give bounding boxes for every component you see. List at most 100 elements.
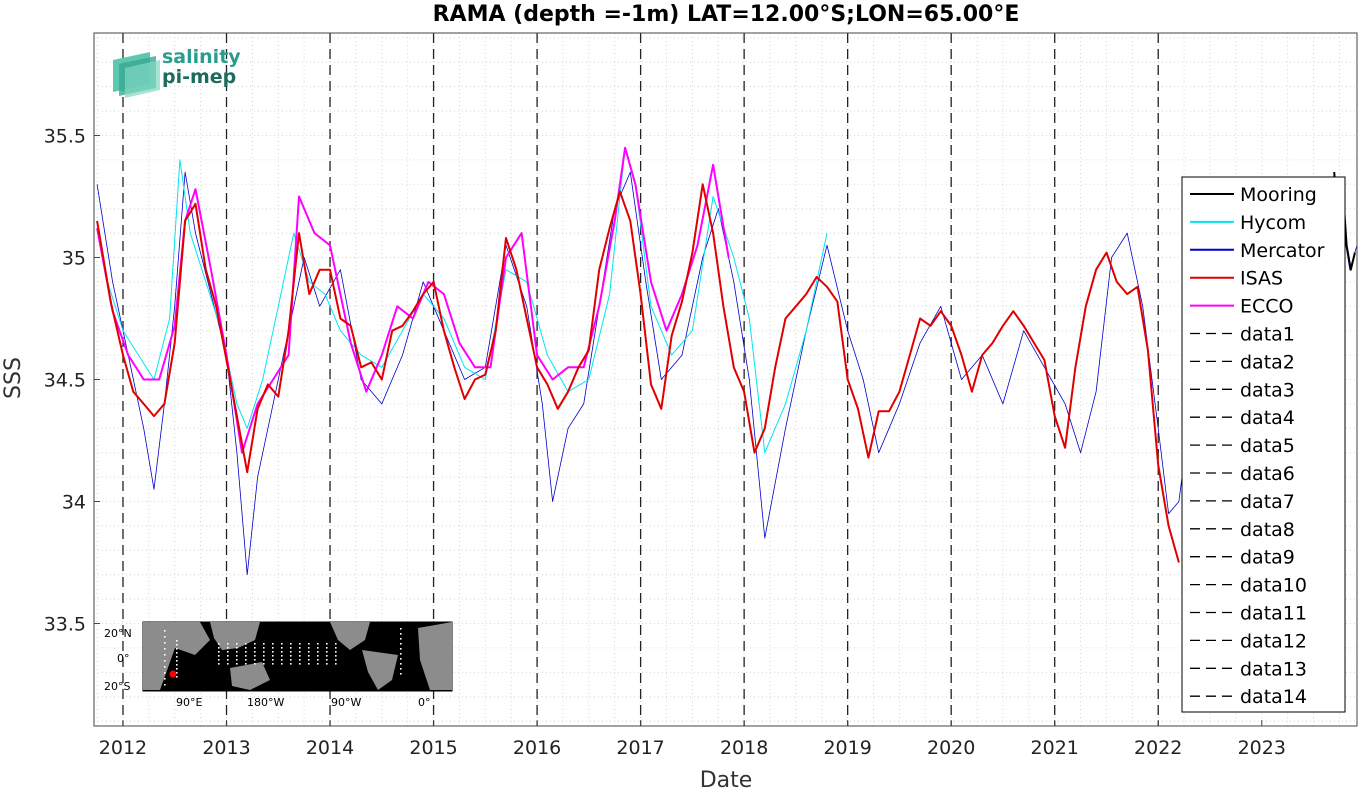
buoy-dot: [400, 668, 402, 670]
buoy-dot: [400, 653, 402, 655]
buoy-dot: [400, 673, 402, 675]
buoy-dot: [245, 659, 247, 661]
buoy-dot: [176, 656, 178, 658]
x-tick-label: 2017: [616, 737, 664, 759]
x-tick-label: 2021: [1031, 737, 1079, 759]
map-lon-label-90w: 90°W: [331, 696, 361, 709]
legend-label: data4: [1240, 407, 1295, 429]
buoy-dot: [254, 663, 256, 665]
buoy-dot: [290, 655, 292, 657]
buoy-dot: [263, 651, 265, 653]
buoy-dot: [400, 658, 402, 660]
y-tick-label: 34.5: [44, 370, 86, 392]
buoy-dot: [227, 643, 229, 645]
x-tick-label: 2012: [99, 737, 147, 759]
buoy-dot: [176, 676, 178, 678]
map-lat-label-20n: 20°N: [104, 627, 132, 640]
buoy-dot: [281, 663, 283, 665]
series-line-isas: [96, 183, 1180, 563]
x-tick-label: 2022: [1134, 737, 1182, 759]
buoy-dot: [299, 647, 301, 649]
buoy-dot: [164, 636, 166, 638]
buoy-dot: [218, 643, 220, 645]
buoy-dot: [326, 655, 328, 657]
buoy-dot: [317, 659, 319, 661]
buoy-dot: [218, 655, 220, 657]
buoy-dot: [272, 651, 274, 653]
legend-label: ISAS: [1240, 268, 1283, 290]
station-location-marker: [169, 670, 177, 678]
buoy-dot: [254, 643, 256, 645]
buoy-dot: [263, 647, 265, 649]
legend-label: data1: [1240, 324, 1295, 346]
legend-label: Hycom: [1240, 212, 1306, 234]
buoy-dot: [227, 655, 229, 657]
series-line-ecco: [96, 146, 730, 454]
legend-label: data3: [1240, 379, 1295, 401]
buoy-dot: [236, 651, 238, 653]
y-axis-ticks: 33.5 34 34.5 35 35.5: [44, 125, 100, 636]
buoy-dot: [326, 647, 328, 649]
year-dividers: [122, 33, 1159, 726]
buoy-dot: [272, 663, 274, 665]
buoy-dot: [218, 647, 220, 649]
buoy-dot: [281, 651, 283, 653]
legend-label: ECCO: [1240, 296, 1294, 318]
buoy-dot: [176, 648, 178, 650]
buoy-dot: [335, 655, 337, 657]
buoy-dot: [254, 651, 256, 653]
x-tick-label: 2013: [202, 737, 250, 759]
x-axis-label: Date: [700, 768, 753, 790]
inset-map-europe-africa-east: [418, 622, 452, 690]
buoy-dot: [227, 659, 229, 661]
series-lines: [96, 146, 1358, 576]
buoy-dot: [335, 651, 337, 653]
x-tick-label: 2016: [513, 737, 561, 759]
logo-text-salinity: salinity: [162, 46, 241, 68]
buoy-dot: [254, 655, 256, 657]
buoy-dot: [164, 684, 166, 686]
legend-label: data9: [1240, 547, 1295, 569]
buoy-dot: [308, 659, 310, 661]
buoy-dot: [164, 648, 166, 650]
chart-title: RAMA (depth =-1m) LAT=12.00°S;LON=65.00°…: [433, 2, 1020, 27]
buoy-dot: [299, 643, 301, 645]
buoy-dot: [176, 664, 178, 666]
buoy-dot: [263, 659, 265, 661]
buoy-dot: [317, 643, 319, 645]
legend-label: data5: [1240, 435, 1295, 457]
legend: Mooring Hycom Mercator ISAS ECCO data1 data2 da…: [1181, 176, 1346, 713]
legend-label: data7: [1240, 491, 1295, 513]
inset-map-north-america: [330, 622, 370, 650]
buoy-dot: [176, 668, 178, 670]
inset-map-asia: [210, 622, 260, 650]
buoy-dot: [176, 652, 178, 654]
buoy-dot: [245, 655, 247, 657]
buoy-dot: [317, 651, 319, 653]
buoy-dot: [290, 659, 292, 661]
buoy-dot: [272, 655, 274, 657]
legend-label: Mercator: [1240, 240, 1325, 262]
salinity-pimep-logo: salinity pi-mep: [113, 46, 241, 98]
buoy-dot: [245, 651, 247, 653]
buoy-dot: [164, 672, 166, 674]
inset-map-south-america: [362, 650, 398, 690]
buoy-dot: [317, 655, 319, 657]
legend-label: data10: [1240, 575, 1307, 597]
buoy-dot: [290, 643, 292, 645]
buoy-dot: [245, 647, 247, 649]
buoy-dot: [317, 647, 319, 649]
buoy-dot: [236, 643, 238, 645]
buoy-dot: [299, 651, 301, 653]
buoy-dot: [227, 651, 229, 653]
buoy-dot: [164, 678, 166, 680]
buoy-dot: [218, 663, 220, 665]
grid: [94, 33, 1357, 726]
buoy-dot: [400, 643, 402, 645]
buoy-dot: [176, 672, 178, 674]
series-line-mercator: [96, 171, 1358, 576]
buoy-dot: [176, 640, 178, 642]
buoy-dot: [272, 647, 274, 649]
map-lon-label-0: 0°: [418, 696, 431, 709]
map-lat-label-0: 0°: [117, 652, 130, 665]
